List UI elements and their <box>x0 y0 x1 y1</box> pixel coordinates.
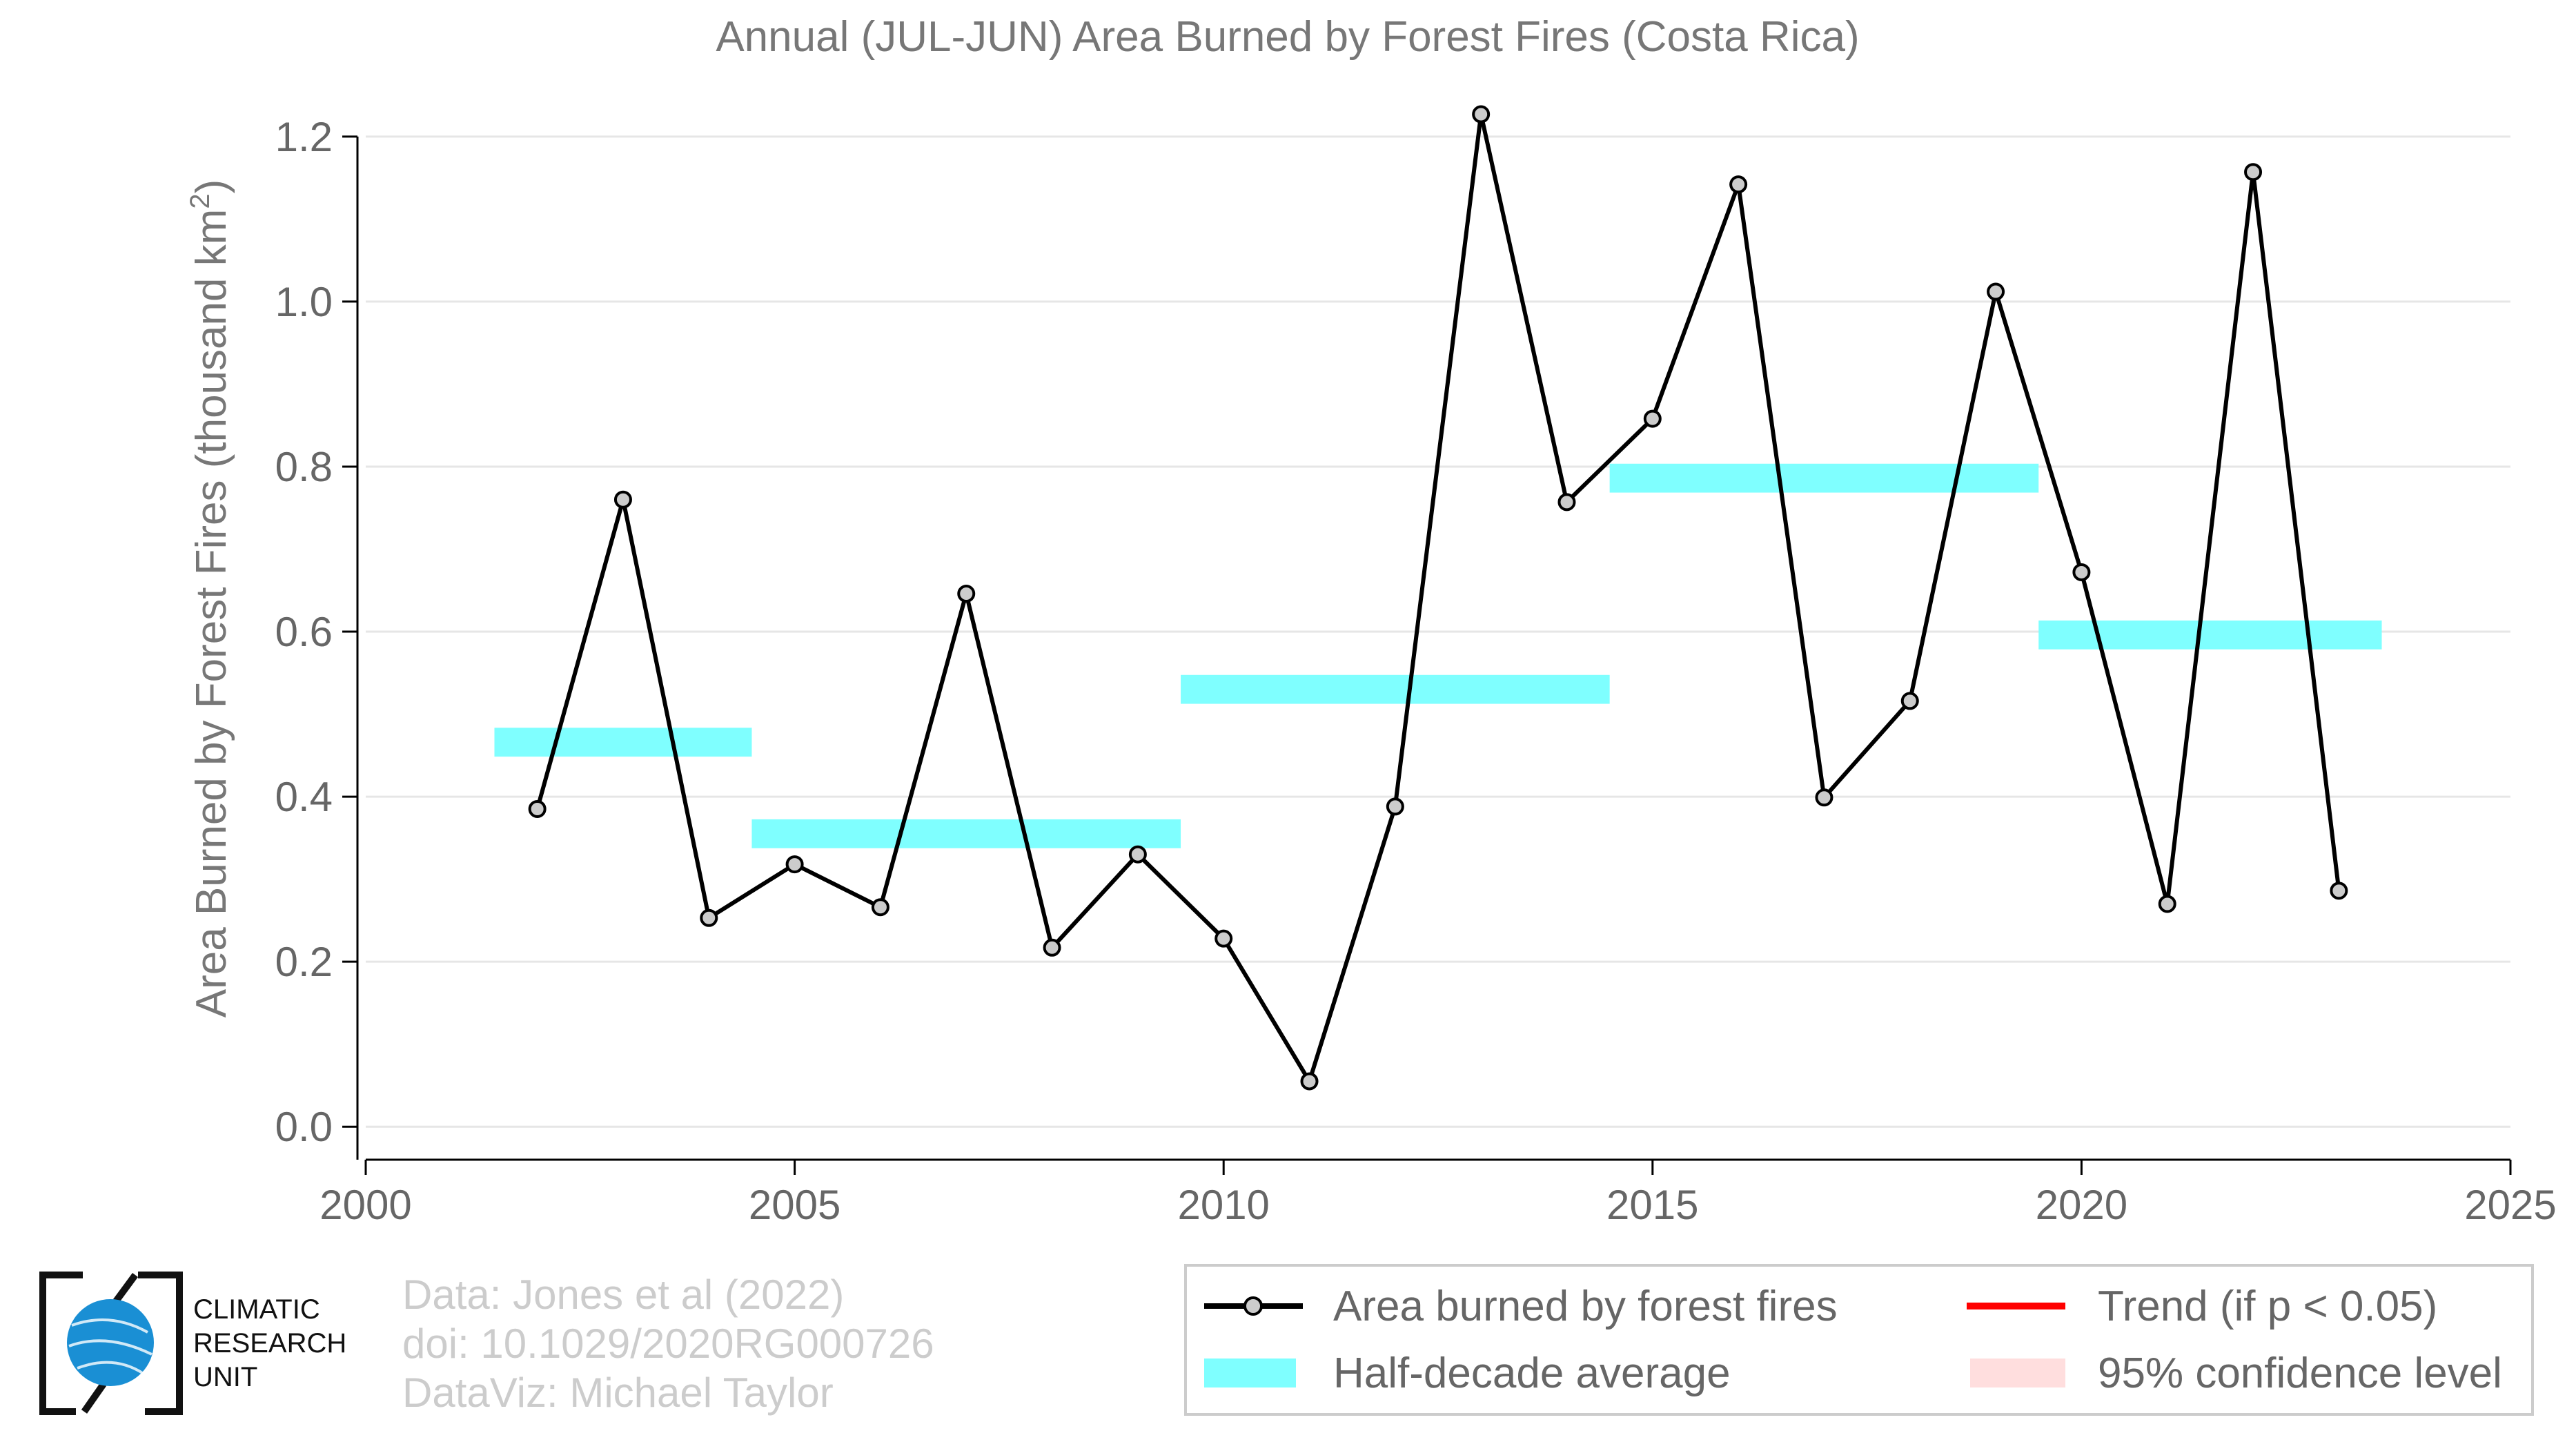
legend: Area burned by forest fires Trend (if p … <box>1184 1264 2534 1416</box>
data-point <box>613 490 632 509</box>
half-decade-average-band <box>751 819 1181 848</box>
legend-label-trend: Trend (if p < 0.05) <box>2098 1283 2437 1330</box>
data-point <box>1729 175 1748 194</box>
y-tick-label: 0.6 <box>275 609 333 655</box>
data-point <box>2330 882 2348 900</box>
data-point <box>2072 563 2091 581</box>
logo-text-line-3: UNIT <box>193 1362 258 1392</box>
data-point <box>700 908 718 927</box>
data-point <box>1215 929 1233 948</box>
y-tick-label: 1.0 <box>275 279 333 325</box>
x-tick-label: 2005 <box>749 1182 840 1228</box>
logo-text-line-2: RESEARCH <box>193 1328 347 1359</box>
credit-doi: doi: 10.1029/2020RG000726 <box>402 1321 934 1367</box>
logo-bracket-right <box>138 1272 183 1415</box>
data-point <box>1300 1072 1319 1091</box>
logo-slash-top <box>112 1273 139 1303</box>
data-point <box>1987 282 2005 301</box>
y-axis: 0.0 0.2 0.4 0.6 0.8 1.0 1.2 <box>275 114 359 1160</box>
data-point <box>1815 788 1833 807</box>
credit-dataviz: DataViz: Michael Taylor <box>402 1370 834 1416</box>
data-point <box>1900 692 1919 710</box>
chart-title: Annual (JUL-JUN) Area Burned by Forest F… <box>716 13 1859 61</box>
cru-logo <box>39 1272 183 1415</box>
logo-text-line-1: CLIMATIC <box>193 1294 320 1325</box>
x-axis: 2000 2005 2010 2015 2020 2025 <box>319 1158 2557 1228</box>
x-tick-label: 2025 <box>2464 1182 2556 1228</box>
data-point <box>2244 163 2263 182</box>
data-point <box>1386 797 1404 816</box>
y-axis-label-close: ) <box>188 179 235 194</box>
y-axis-label-superscript: 2 <box>185 193 215 208</box>
y-tick-label: 0.0 <box>275 1104 333 1150</box>
half-decade-average-band <box>2038 620 2382 650</box>
half-decade-average-band <box>1609 463 2039 493</box>
half-decade-average-band <box>494 728 752 757</box>
logo-slash-bottom <box>81 1382 107 1414</box>
credit-data-source: Data: Jones et al (2022) <box>402 1272 845 1318</box>
area-burned-series <box>528 105 2348 1091</box>
globe-swirl-2 <box>68 1339 153 1356</box>
data-point <box>1043 938 1061 957</box>
data-point <box>1128 845 1147 864</box>
cru-logo-text: CLIMATIC RESEARCH UNIT <box>193 1293 346 1394</box>
legend-confidence-swatch <box>1970 1359 2065 1387</box>
y-tick-label: 0.2 <box>275 939 333 985</box>
x-tick-label: 2015 <box>1606 1182 1698 1228</box>
data-point <box>785 855 804 874</box>
globe-swirl-1 <box>71 1318 148 1334</box>
data-point <box>528 799 547 818</box>
series-line <box>535 112 2341 1084</box>
y-tick-label: 1.2 <box>275 114 333 160</box>
data-point <box>1643 409 1662 428</box>
data-point <box>1557 493 1576 512</box>
half-decade-average-band <box>1181 674 1610 704</box>
legend-label-half-decade: Half-decade average <box>1333 1350 1731 1397</box>
legend-label-confidence: 95% confidence level <box>2098 1350 2502 1397</box>
y-axis-label: Area Burned by Forest Fires (thousand km… <box>185 179 235 1018</box>
data-point <box>871 898 889 917</box>
data-point <box>2158 895 2176 913</box>
legend-half-decade-swatch <box>1204 1359 1296 1387</box>
logo-bracket-left <box>39 1272 83 1415</box>
half-decade-average-bands <box>494 463 2382 848</box>
y-tick-label: 0.8 <box>275 444 333 490</box>
data-point <box>957 585 976 603</box>
data-point <box>1472 105 1491 124</box>
legend-label-area-burned: Area burned by forest fires <box>1333 1283 1838 1330</box>
legend-marker-swatch <box>1243 1296 1263 1316</box>
y-axis-label-main: Area Burned by Forest Fires (thousand km <box>188 209 235 1018</box>
y-tick-label: 0.4 <box>275 774 333 820</box>
data-credits: Data: Jones et al (2022) doi: 10.1029/20… <box>402 1270 934 1417</box>
x-tick-label: 2000 <box>319 1182 411 1228</box>
legend-box <box>1184 1264 2534 1416</box>
x-tick-label: 2010 <box>1177 1182 1269 1228</box>
x-tick-label: 2020 <box>2036 1182 2127 1228</box>
globe-swirl-3 <box>77 1361 145 1375</box>
